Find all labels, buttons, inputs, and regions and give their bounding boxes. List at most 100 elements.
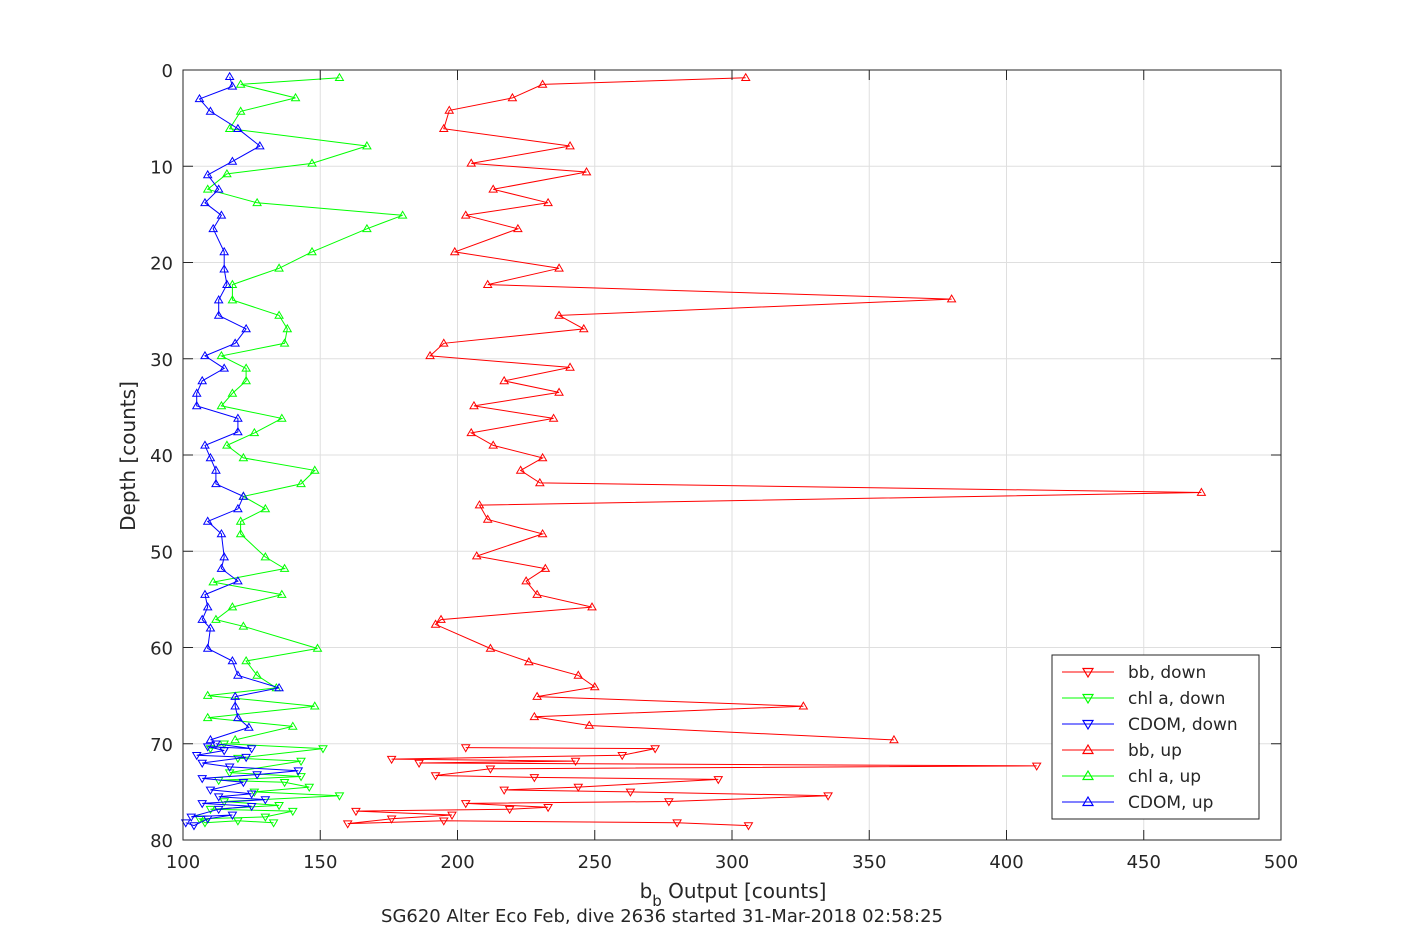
data-point [485, 765, 496, 774]
data-point [211, 740, 221, 749]
data-point [537, 79, 548, 88]
legend-marker [1081, 719, 1095, 731]
data-point [351, 807, 361, 817]
data-point [513, 223, 523, 233]
tick-labels: 100 150 200 250 300 350 400 450 500 0 10 20 30 40 50 60… [150, 61, 1298, 873]
data-point [219, 552, 230, 561]
data-point [205, 805, 216, 815]
data-point [565, 362, 575, 371]
data-point [230, 701, 241, 710]
data-point [249, 427, 260, 437]
data-point [200, 350, 210, 360]
data-point [205, 106, 216, 115]
data-point [252, 670, 262, 679]
data-point [554, 387, 564, 396]
data-point [244, 722, 254, 731]
data-point [625, 788, 636, 797]
data-point [219, 246, 230, 256]
data-point [274, 310, 284, 319]
data-point [224, 769, 235, 778]
data-point [227, 279, 238, 288]
data-point [213, 805, 224, 815]
data-point [1031, 762, 1042, 771]
data-point [211, 465, 221, 474]
x-tick-label: 150 [303, 852, 337, 873]
data-point [200, 440, 210, 449]
data-point [205, 786, 216, 795]
legend-marker [1081, 693, 1095, 705]
series-line [428, 77, 1202, 741]
data-point [197, 614, 208, 623]
data-point [202, 602, 213, 611]
data-point [672, 819, 682, 828]
data-point [227, 81, 238, 90]
legend-marker [1081, 769, 1095, 781]
legend-label: CDOM, down [1128, 715, 1238, 735]
data-point [521, 576, 531, 585]
data-point [587, 602, 597, 611]
data-point [235, 79, 246, 88]
data-point [191, 400, 202, 410]
data-point [438, 338, 449, 347]
data-point [279, 338, 290, 347]
data-point [238, 491, 249, 500]
data-point [241, 655, 252, 665]
data-point [202, 643, 213, 652]
data-point [386, 815, 397, 824]
data-point [216, 210, 227, 219]
data-point [307, 246, 317, 256]
x-tick-label: 100 [166, 852, 200, 873]
data-point [235, 106, 246, 115]
data-point [233, 413, 243, 422]
data-point [318, 745, 328, 754]
data-point [241, 323, 252, 333]
data-point [260, 813, 271, 822]
data-point [282, 323, 293, 333]
data-point [227, 811, 238, 820]
legend-label: CDOM, up [1128, 793, 1213, 813]
data-point [570, 757, 581, 767]
data-point [224, 123, 235, 133]
data-point [260, 503, 271, 513]
data-point [238, 452, 249, 462]
y-tick-label: 50 [150, 542, 173, 563]
data-point [573, 670, 584, 679]
data-point [548, 413, 559, 422]
data-point [233, 123, 243, 133]
data-point [438, 123, 449, 133]
data-point [430, 772, 441, 781]
data-point [565, 141, 575, 150]
data-point [224, 763, 235, 772]
data-point [307, 158, 317, 167]
data-point [515, 465, 526, 474]
data-point [254, 141, 265, 150]
data-point [189, 822, 199, 831]
data-point [274, 263, 284, 272]
x-axis-label-main: b [640, 879, 653, 903]
data-point [276, 589, 287, 598]
data-point [205, 734, 216, 744]
data-point [823, 792, 833, 801]
data-point [191, 752, 202, 761]
data-point [584, 720, 595, 729]
data-point [213, 793, 224, 802]
series-line [197, 743, 340, 824]
series-bb-down [342, 744, 1042, 831]
data-point [202, 743, 213, 752]
data-point [296, 773, 306, 782]
data-point [202, 815, 213, 824]
legend-label: bb, down [1128, 663, 1206, 683]
data-point [216, 563, 227, 572]
x-tick-label: 450 [1127, 852, 1161, 873]
data-point [743, 822, 754, 831]
data-point [573, 783, 584, 793]
data-point [241, 753, 252, 763]
y-tick-label: 40 [150, 446, 173, 467]
data-point [540, 563, 551, 572]
data-point [309, 701, 320, 710]
data-point [205, 623, 216, 632]
data-point [617, 752, 628, 761]
data-point [233, 670, 243, 679]
data-point [504, 805, 515, 815]
